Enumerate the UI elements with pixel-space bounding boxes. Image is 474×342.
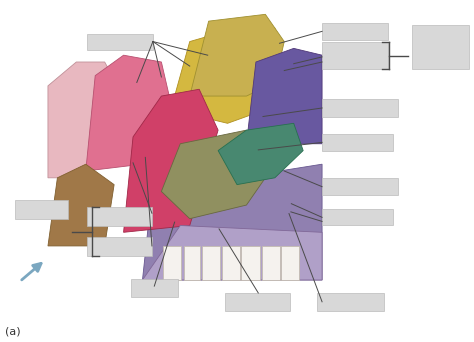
Polygon shape (246, 48, 322, 144)
Bar (225, 293, 291, 311)
Polygon shape (48, 164, 114, 246)
Polygon shape (86, 55, 171, 171)
Bar (183, 246, 200, 280)
Polygon shape (143, 225, 322, 280)
Bar (322, 179, 398, 195)
Bar (241, 246, 260, 280)
Bar (322, 209, 393, 225)
Bar (322, 23, 388, 40)
Bar (15, 200, 68, 219)
Bar (322, 134, 393, 150)
Polygon shape (161, 130, 275, 219)
Bar (322, 100, 398, 117)
Bar (282, 246, 300, 280)
Bar (131, 279, 178, 297)
Polygon shape (124, 89, 218, 232)
Bar (87, 34, 153, 50)
Bar (412, 25, 469, 69)
Bar (87, 237, 152, 256)
Polygon shape (143, 164, 322, 280)
Bar (87, 207, 152, 226)
Polygon shape (218, 123, 303, 185)
Polygon shape (171, 28, 284, 123)
Bar (322, 42, 388, 69)
Bar (262, 246, 280, 280)
Bar (318, 293, 383, 311)
Polygon shape (48, 62, 124, 178)
Polygon shape (190, 14, 284, 96)
Text: (a): (a) (5, 326, 21, 336)
Bar (202, 246, 220, 280)
Bar (163, 246, 181, 280)
Bar (222, 246, 240, 280)
